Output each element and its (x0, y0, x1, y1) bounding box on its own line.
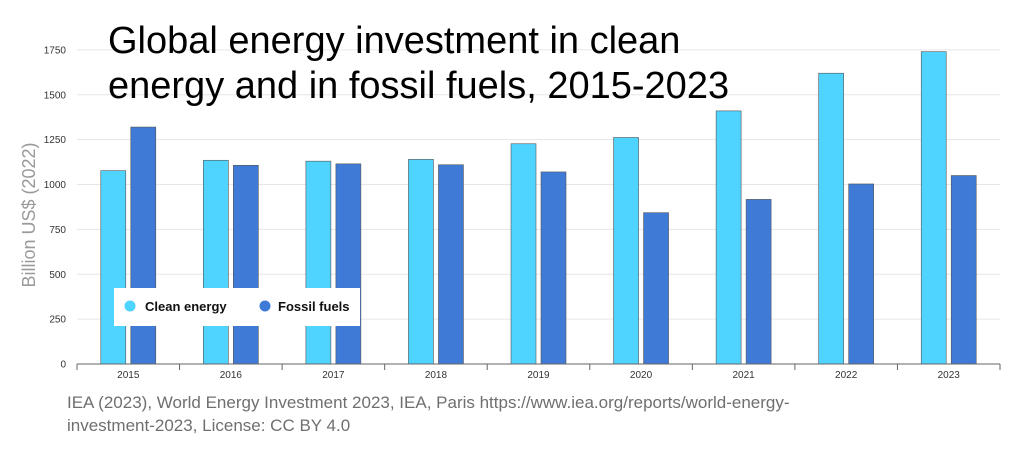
y-tick-label: 1750 (44, 45, 67, 56)
legend: Clean energy Fossil fuels (114, 288, 360, 326)
bar-fossil-fuels (233, 164, 259, 365)
bar-fossil-fuels (950, 175, 977, 365)
x-tick-label: 2015 (117, 370, 140, 381)
legend-marker-fossil-fuels (259, 300, 271, 312)
bar-clean-energy (305, 160, 332, 365)
bar-clean-energy (613, 137, 639, 365)
x-tick-label: 2022 (835, 370, 858, 381)
bar-clean-energy (408, 159, 434, 365)
bar-clean-energy (203, 159, 229, 365)
y-tick-label: 1000 (44, 180, 67, 191)
legend-label-clean-energy: Clean energy (145, 299, 227, 314)
y-tick-label: 1250 (44, 135, 67, 146)
bar-fossil-fuels (745, 199, 772, 365)
x-tick-label: 2018 (425, 370, 448, 381)
bar-clean-energy (818, 72, 844, 365)
y-tick-label: 750 (49, 225, 66, 236)
y-tick-label: 500 (49, 270, 66, 281)
legend-label-fossil-fuels: Fossil fuels (278, 299, 350, 314)
x-tick-label: 2016 (220, 370, 243, 381)
chart-title-line-1: Global energy investment in clean (108, 20, 680, 62)
bar-clean-energy (715, 110, 742, 365)
bar-clean-energy (100, 170, 127, 365)
bar-clean-energy (510, 143, 537, 365)
bar-clean-energy (920, 51, 947, 365)
gridlines (77, 49, 1000, 320)
bar-fossil-fuels (848, 183, 874, 365)
chart-title-line-2: energy and in fossil fuels, 2015-2023 (108, 65, 729, 107)
x-tick-label: 2017 (322, 370, 345, 381)
x-tick-label: 2023 (938, 370, 961, 381)
legend-box (114, 288, 360, 326)
x-tick-labels: 2015 2016 2017 2018 2019 2020 2021 2022 2023 (76, 364, 1001, 381)
y-tick-labels: 0 250 500 750 1000 1250 1500 1750 (44, 45, 67, 370)
bar-fossil-fuels (335, 163, 362, 365)
x-tick-label: 2020 (630, 370, 653, 381)
source-line-1: IEA (2023), World Energy Investment 2023… (67, 393, 790, 412)
x-tick-label: 2021 (732, 370, 755, 381)
y-tick-label: 250 (49, 315, 66, 326)
bar-fossil-fuels (130, 126, 157, 365)
y-axis-label: Billion US$ (2022) (19, 142, 39, 287)
source-line-2: investment-2023, License: CC BY 4.0 (67, 416, 350, 435)
x-tick-label: 2019 (527, 370, 550, 381)
bars (100, 51, 977, 365)
bar-fossil-fuels (438, 164, 464, 365)
y-tick-label: 0 (60, 360, 66, 371)
y-tick-label: 1500 (44, 90, 67, 101)
bar-fossil-fuels (540, 171, 567, 365)
legend-marker-clean-energy (124, 300, 136, 312)
bar-fossil-fuels (643, 212, 669, 365)
